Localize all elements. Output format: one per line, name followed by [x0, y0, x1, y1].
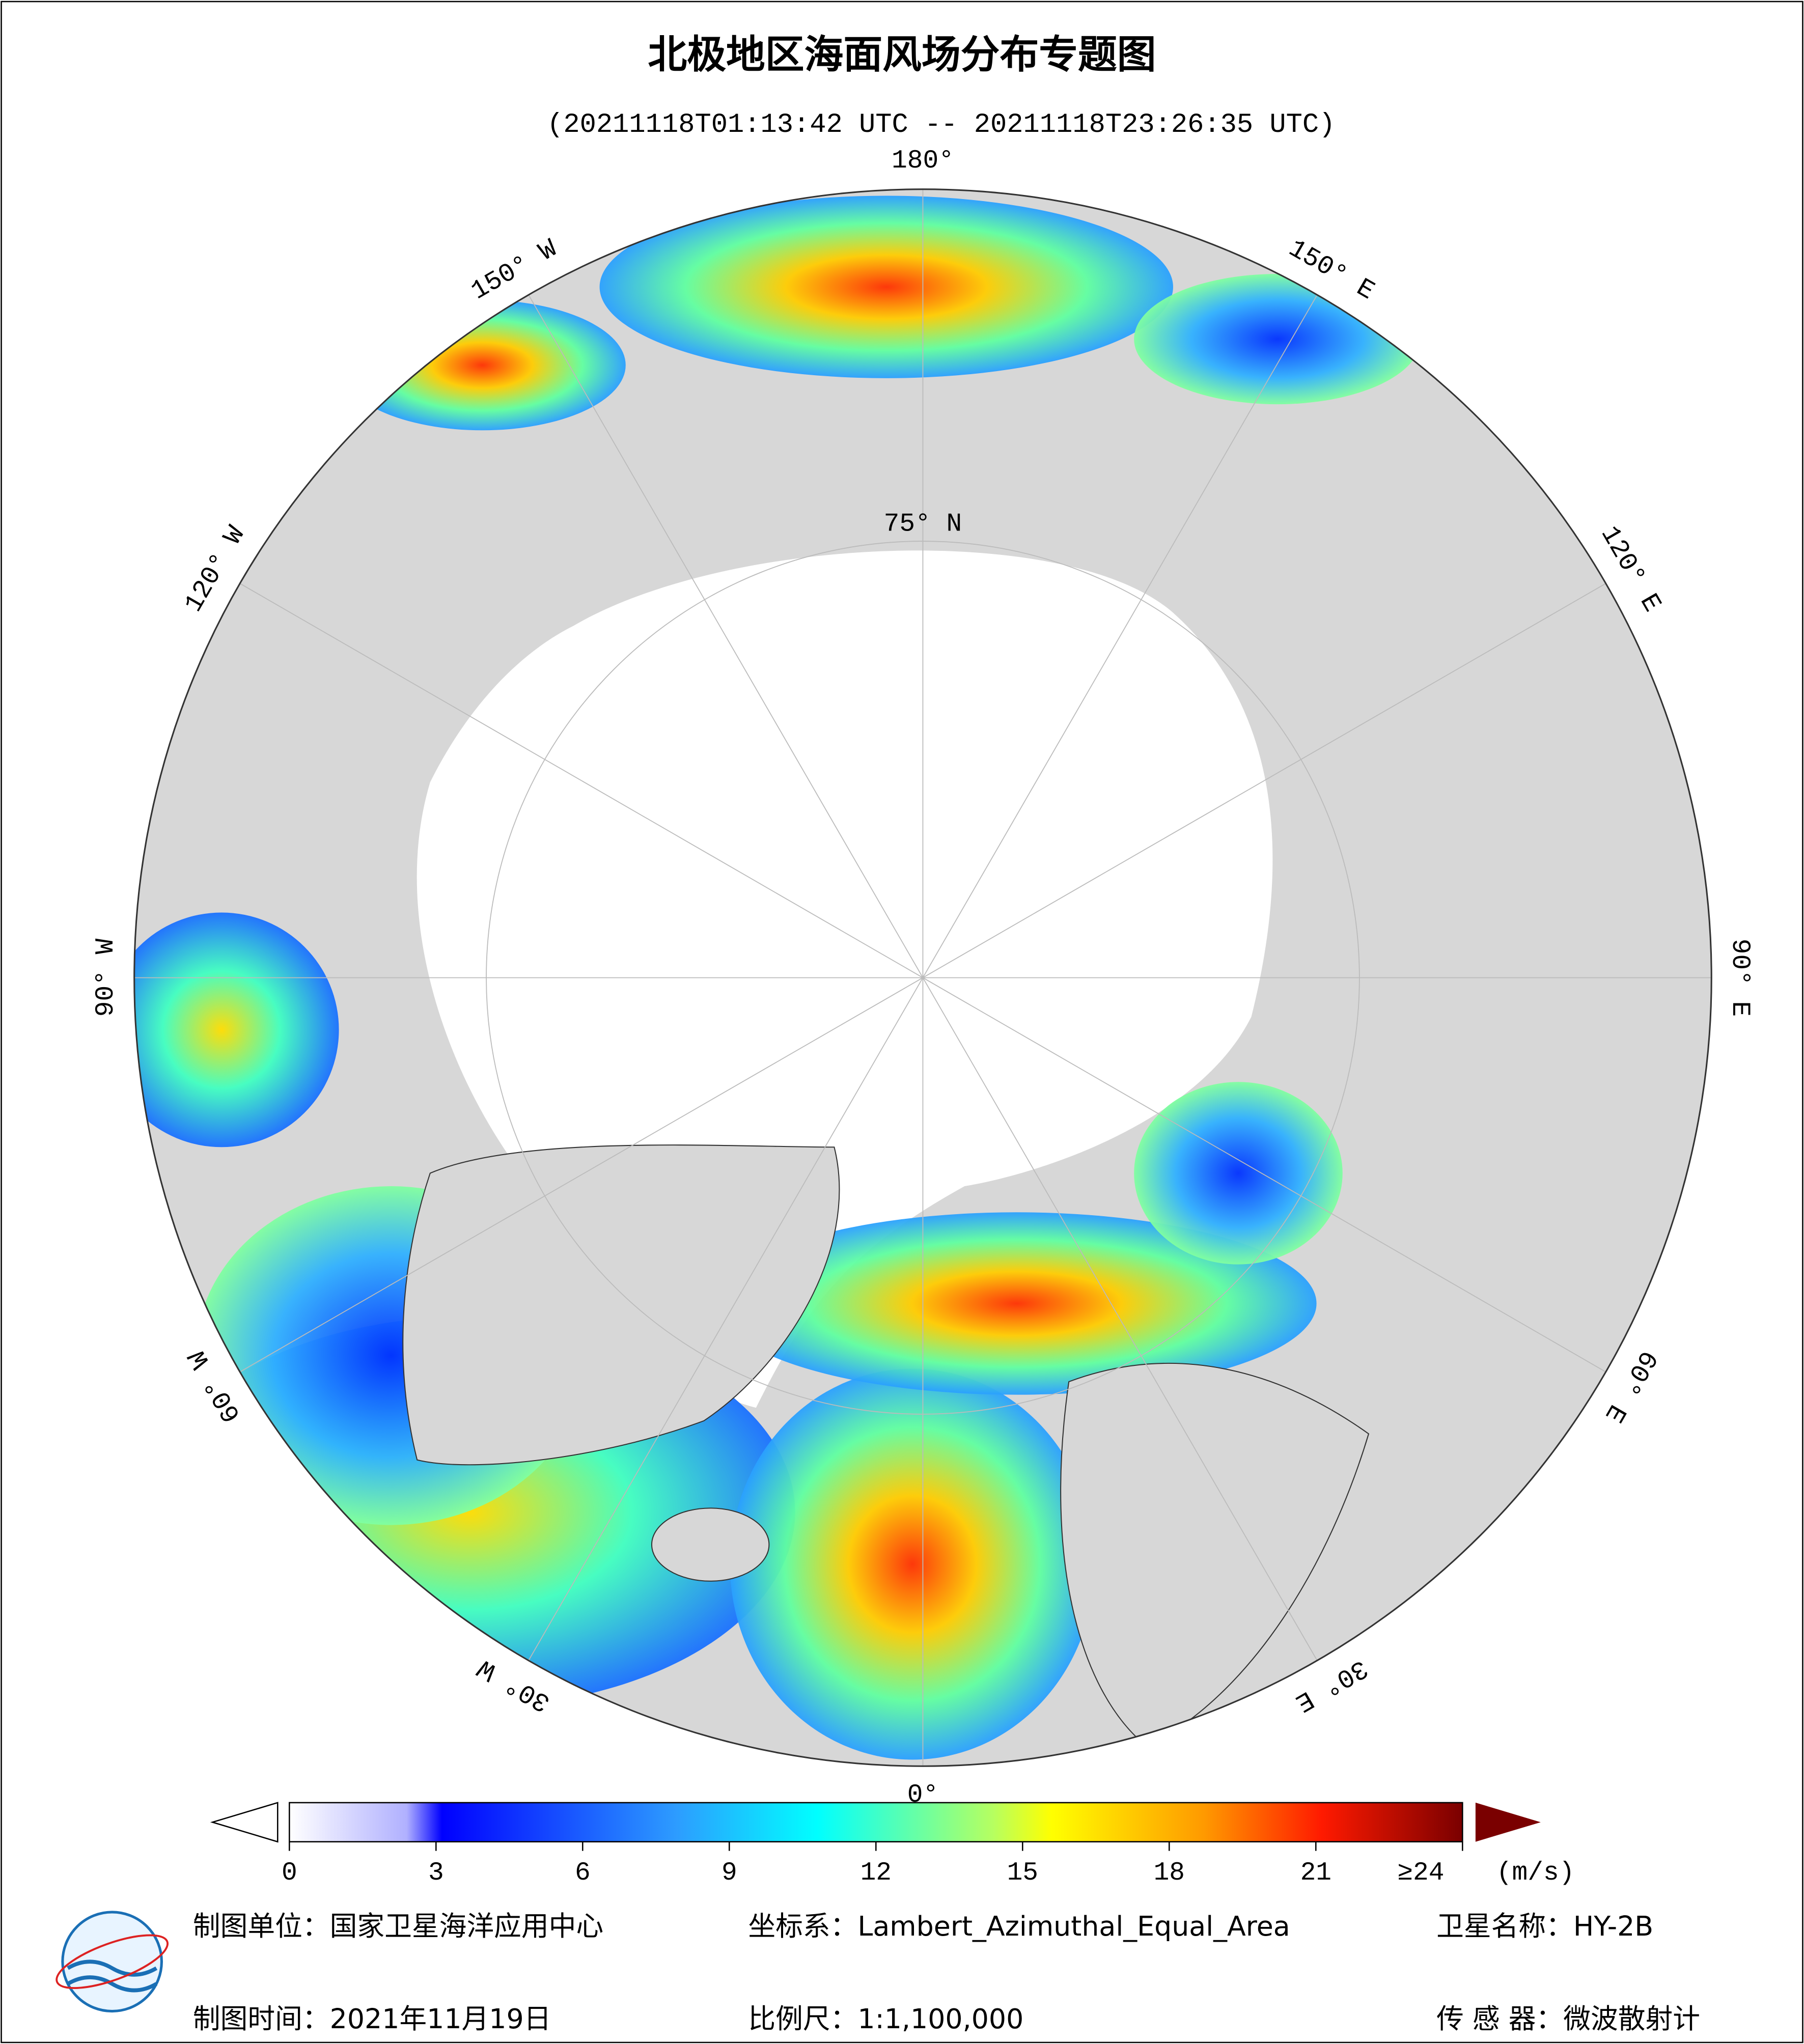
- parallel: [486, 541, 1360, 1415]
- logo-orbit: [55, 1934, 169, 1989]
- logo: [55, 1911, 169, 2013]
- colorbar-unit: (m/s): [1496, 1858, 1575, 1888]
- colorbar-tick-label: 21: [1300, 1858, 1331, 1888]
- longitude-label: 90° W: [91, 938, 121, 1017]
- longitude-label: 180°: [892, 146, 954, 176]
- colorbar-tick-label: 12: [861, 1858, 892, 1888]
- scandinavia: [1060, 1362, 1370, 1748]
- meridian: [922, 977, 1318, 1661]
- colorbar-tick-label: ≥24: [1397, 1858, 1444, 1888]
- wind-field: [730, 1368, 1095, 1760]
- footer-scale: 比例尺：1:1,100,000: [748, 2003, 1023, 2035]
- longitude-label: 90° E: [1725, 939, 1755, 1017]
- logo-circle: [61, 1911, 163, 2013]
- meridian: [239, 583, 923, 978]
- wind-field: [599, 195, 1173, 378]
- meridian: [923, 977, 1606, 1373]
- graticule: [134, 189, 1712, 1767]
- footer-sensor: 传 感 器：微波散射计: [1436, 2003, 1700, 2035]
- logo-waves: [67, 1959, 158, 1993]
- meridian: [528, 977, 924, 1661]
- footer-satellite: 卫星名称：HY-2B: [1436, 1910, 1653, 1942]
- footer-date: 制图时间：2021年11月19日: [193, 2003, 551, 2035]
- wind-field: [134, 912, 339, 1147]
- wind-field: [1134, 1082, 1343, 1265]
- iceland: [651, 1507, 770, 1582]
- colorbar: (m/s) 0 3 6 9 12 15 18 21 ≥24: [210, 1802, 1575, 1888]
- colorbar-tick-label: 9: [721, 1858, 737, 1888]
- meridian: [239, 977, 923, 1373]
- colorbar-bar: [289, 1802, 1463, 1843]
- colorbar-tick-label: 15: [1007, 1858, 1038, 1888]
- meridian: [528, 294, 924, 978]
- map-subtitle: (20211118T01:13:42 UTC -- 20211118T23:26…: [547, 109, 1335, 141]
- map-body: [134, 189, 1712, 1767]
- colorbar-under: [210, 1802, 279, 1843]
- footer-coordinate-system: 坐标系：Lambert_Azimuthal_Equal_Area: [748, 1910, 1290, 1942]
- footer-organization: 制图单位：国家卫星海洋应用中心: [193, 1910, 603, 1942]
- wind-field: [716, 1212, 1317, 1395]
- latitude-label: 75° N: [884, 510, 962, 539]
- colorbar-tick-label: 6: [575, 1858, 591, 1888]
- meridian: [922, 294, 1318, 978]
- meridian: [923, 583, 1606, 978]
- colorbar-over: [1475, 1802, 1541, 1842]
- map-border: [133, 188, 1712, 1767]
- colorbar-tick-label: 0: [282, 1858, 297, 1888]
- greenland: [402, 1144, 840, 1466]
- colorbar-tick-label: 18: [1154, 1858, 1185, 1888]
- map-title: 北极地区海面风场分布专题图: [648, 33, 1156, 78]
- colorbar-tick-label: 3: [428, 1858, 444, 1888]
